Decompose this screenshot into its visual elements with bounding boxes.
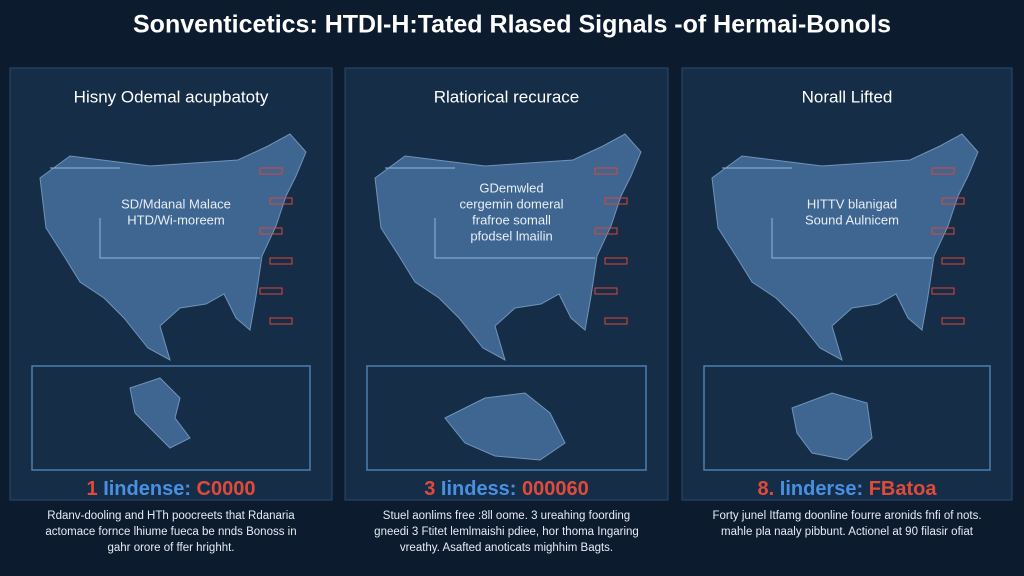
page-title: Sonventicetics: HTDI-H:Tated Rlased Sign… bbox=[133, 11, 891, 39]
panel-heading: Norall Lifted bbox=[802, 87, 893, 106]
map-label: HITTV blanigad bbox=[807, 196, 897, 211]
inset-frame bbox=[366, 365, 647, 471]
map-label: GDemwled bbox=[479, 180, 543, 195]
red-marker bbox=[941, 317, 965, 325]
stat-number: 8. bbox=[758, 478, 775, 500]
description-line: gahr orore of ffer hrighht. bbox=[108, 542, 235, 554]
map-label: cergemin domeral bbox=[459, 196, 563, 211]
map-label: SD/Mdanal Malace bbox=[121, 196, 231, 211]
stat-label: Iindense: bbox=[103, 478, 191, 500]
callout-box bbox=[99, 218, 260, 259]
stat-value: 000060 bbox=[522, 478, 589, 500]
panel-heading: Hisny Odemal acupbatoty bbox=[74, 87, 269, 106]
panel: Hisny Odemal acupbatoty SD/Mdanal MalaceH… bbox=[9, 67, 333, 501]
inset-frame bbox=[703, 365, 991, 471]
map-label: pfodsel lmailin bbox=[470, 228, 552, 243]
description-line: actomace fornce lhiume fueca be nnds Bon… bbox=[45, 526, 296, 538]
map-label: Sound Aulnicem bbox=[805, 212, 899, 227]
red-marker bbox=[941, 257, 965, 265]
description-line: mahle pla naaly pibbunt. Actionel at 90 … bbox=[721, 526, 974, 538]
description-line: vreathy. Asafted anoticats mighhim Bagts… bbox=[400, 542, 613, 554]
stat-line: 3 Iindess: 000060 bbox=[424, 478, 589, 500]
red-marker bbox=[594, 287, 618, 295]
map-label: HTD/Wi-moreem bbox=[127, 212, 225, 227]
inset-frame bbox=[31, 365, 311, 471]
us-map bbox=[711, 133, 979, 362]
stat-value: FBatoa bbox=[869, 478, 938, 500]
stat-line: 1 Iindense: C0000 bbox=[87, 478, 256, 500]
panel-heading: Rlatiorical recurace bbox=[434, 87, 580, 106]
red-marker bbox=[259, 167, 283, 175]
red-marker bbox=[594, 227, 618, 235]
inset-map bbox=[791, 392, 873, 461]
red-marker bbox=[269, 197, 293, 205]
stat-label: Iinderse: bbox=[780, 478, 863, 500]
callout-box bbox=[434, 218, 595, 259]
inset-map bbox=[444, 392, 566, 461]
description-line: Stuel aonlims free :8ll oome. 3 ureahing… bbox=[383, 510, 630, 522]
map-label: frafroe somall bbox=[472, 212, 551, 227]
red-marker bbox=[604, 317, 628, 325]
description-line: Rdanv-dooling and HTh poocreets that Rda… bbox=[47, 510, 295, 522]
inset-map bbox=[129, 377, 191, 449]
red-marker bbox=[604, 197, 628, 205]
red-marker bbox=[259, 287, 283, 295]
us-map bbox=[374, 133, 642, 362]
description-line: Forty junel Itfamg doonline fourre aroni… bbox=[712, 510, 981, 522]
stat-value: C0000 bbox=[197, 478, 256, 500]
stat-number: 1 bbox=[87, 478, 98, 500]
red-marker bbox=[259, 227, 283, 235]
us-map bbox=[39, 133, 307, 362]
stat-label: Iindess: bbox=[441, 478, 517, 500]
stat-line: 8. Iinderse: FBatoa bbox=[758, 478, 938, 500]
red-marker bbox=[594, 167, 618, 175]
stat-number: 3 bbox=[424, 478, 435, 500]
red-marker bbox=[269, 317, 293, 325]
red-marker bbox=[931, 227, 955, 235]
red-marker bbox=[604, 257, 628, 265]
red-marker bbox=[931, 287, 955, 295]
red-marker bbox=[269, 257, 293, 265]
red-marker bbox=[941, 197, 965, 205]
callout-box bbox=[771, 218, 932, 259]
red-marker bbox=[931, 167, 955, 175]
description-line: gneedi 3 Ftitet lemlmaishi pdiee, hor th… bbox=[374, 526, 639, 538]
